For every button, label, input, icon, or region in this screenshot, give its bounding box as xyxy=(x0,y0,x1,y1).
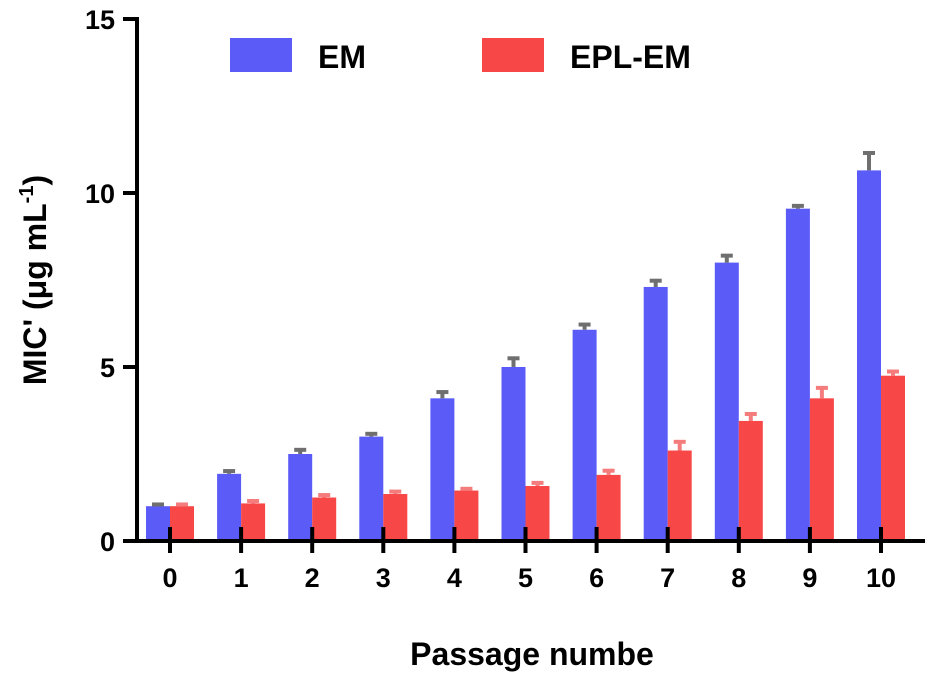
bar-epl-em xyxy=(809,398,834,541)
legend-label-epl-em: EPL-EM xyxy=(570,39,691,75)
bar-em xyxy=(857,170,881,541)
bar-em xyxy=(785,208,810,541)
y-tick-label: 10 xyxy=(85,179,115,209)
legend-label-em: EM xyxy=(318,39,366,75)
bar-em xyxy=(501,367,526,541)
bar-epl-em xyxy=(881,375,905,541)
y-tick-label: 0 xyxy=(100,527,115,557)
y-tick-label: 5 xyxy=(100,353,115,383)
legend: EM EPL-EM xyxy=(230,38,691,75)
bar-em xyxy=(430,398,455,541)
bar-em xyxy=(217,473,242,541)
bar-epl-em xyxy=(170,506,194,541)
y-tick-label: 15 xyxy=(85,5,115,35)
bar-epl-em xyxy=(312,497,337,541)
y-axis-title-close: ) xyxy=(17,175,53,186)
x-tick-label: 0 xyxy=(162,563,177,593)
x-tick-label: 7 xyxy=(660,563,675,593)
bar-epl-em xyxy=(525,486,550,541)
y-axis-title: MIC' (μg mL-1) xyxy=(16,175,53,385)
x-tick-label: 8 xyxy=(731,563,746,593)
bar-epl-em xyxy=(383,494,408,541)
x-axis-title: Passage numbe xyxy=(410,636,654,672)
x-tick-label: 6 xyxy=(589,563,604,593)
legend-swatch-epl-em xyxy=(482,38,544,72)
bar-epl-em xyxy=(667,450,692,541)
bar-em xyxy=(714,262,739,541)
bar-epl-em xyxy=(596,474,621,541)
y-axis-title-main: MIC' (μg mL xyxy=(17,203,53,385)
bar-epl-em xyxy=(241,503,266,541)
bar-em xyxy=(146,506,170,541)
bar-em xyxy=(572,329,597,541)
legend-swatch-em xyxy=(230,38,292,72)
error-bars-layer xyxy=(152,150,899,507)
x-tick-label: 9 xyxy=(802,563,817,593)
x-ticks: 0 1 2 3 4 5 6 7 8 9 10 xyxy=(162,527,896,593)
bar-em xyxy=(643,286,668,541)
bar-em xyxy=(288,454,313,541)
y-axis-title-sup: -1 xyxy=(16,186,38,204)
x-tick-label: 1 xyxy=(234,563,249,593)
bars-layer xyxy=(146,170,905,541)
x-tick-label: 2 xyxy=(305,563,320,593)
axes-layer xyxy=(135,17,925,543)
x-tick-label: 4 xyxy=(447,563,462,593)
bar-em xyxy=(359,436,384,541)
y-ticks: 0 5 10 15 xyxy=(85,5,137,557)
x-tick-label: 3 xyxy=(376,563,391,593)
bar-epl-em xyxy=(738,420,763,541)
x-tick-label: 10 xyxy=(866,563,896,593)
bar-epl-em xyxy=(454,490,479,541)
x-tick-label: 5 xyxy=(518,563,533,593)
